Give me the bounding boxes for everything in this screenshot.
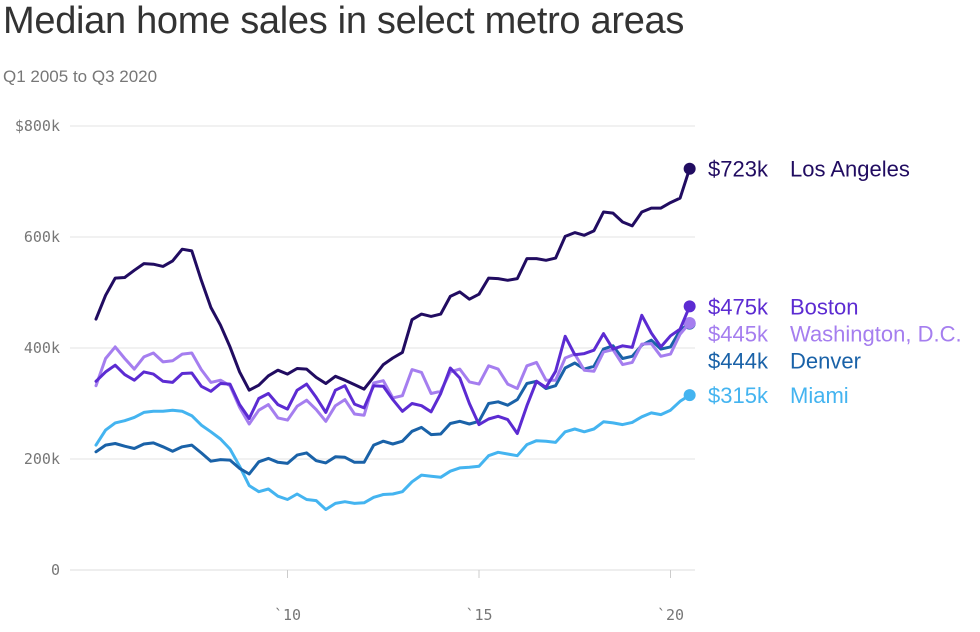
end-label-boston: $475k Boston: [708, 294, 859, 319]
end-point-boston: [683, 300, 696, 313]
end-label-name: Washington, D.C.: [790, 321, 962, 346]
end-label-name: Boston: [790, 294, 859, 319]
end-label-value: $444k: [708, 348, 769, 373]
x-tick-label: `10: [274, 606, 301, 624]
end-label-miami: $315k Miami: [708, 383, 849, 408]
end-point-miami: [683, 389, 696, 402]
series-line-miami: [94, 393, 692, 511]
y-tick-label: 600k: [24, 228, 60, 246]
end-label-value: $723k: [708, 157, 769, 182]
y-tick-label: 200k: [24, 450, 60, 468]
end-label-denver: $444k Denver: [708, 348, 861, 373]
y-axis-ticks: 0 200k 400k 600k $800k: [15, 117, 60, 579]
chart-title: Median home sales in select metro areas: [3, 0, 685, 42]
end-point-los-angeles: [683, 162, 696, 175]
end-label-name: Denver: [790, 348, 861, 373]
end-labels: $723k Los Angeles $475k Boston $445k Washingt…: [708, 157, 962, 408]
gridlines: [70, 125, 695, 571]
chart-subtitle: Q1 2005 to Q3 2020: [3, 67, 158, 86]
end-label-value: $445k: [708, 321, 769, 346]
series-line-boston: [94, 304, 692, 435]
end-label-name: Los Angeles: [790, 157, 910, 182]
series-line-los-angeles: [94, 167, 692, 392]
end-label-value: $315k: [708, 383, 769, 408]
y-tick-label: 0: [51, 561, 60, 579]
end-label-los-angeles: $723k Los Angeles: [708, 157, 910, 182]
x-axis-ticks: `10 `15 `20: [274, 570, 684, 624]
x-tick-label: `15: [465, 606, 492, 624]
end-label-value: $475k: [708, 294, 769, 319]
y-tick-label: 400k: [24, 339, 60, 357]
series-lines: [94, 162, 696, 511]
end-label-name: Miami: [790, 383, 849, 408]
end-label-washington-d-c: $445k Washington, D.C.: [708, 321, 962, 346]
y-tick-label: $800k: [15, 117, 60, 135]
x-tick-label: `20: [657, 606, 684, 624]
series-line-denver: [94, 322, 692, 476]
end-point-washington-d-c: [683, 317, 696, 330]
